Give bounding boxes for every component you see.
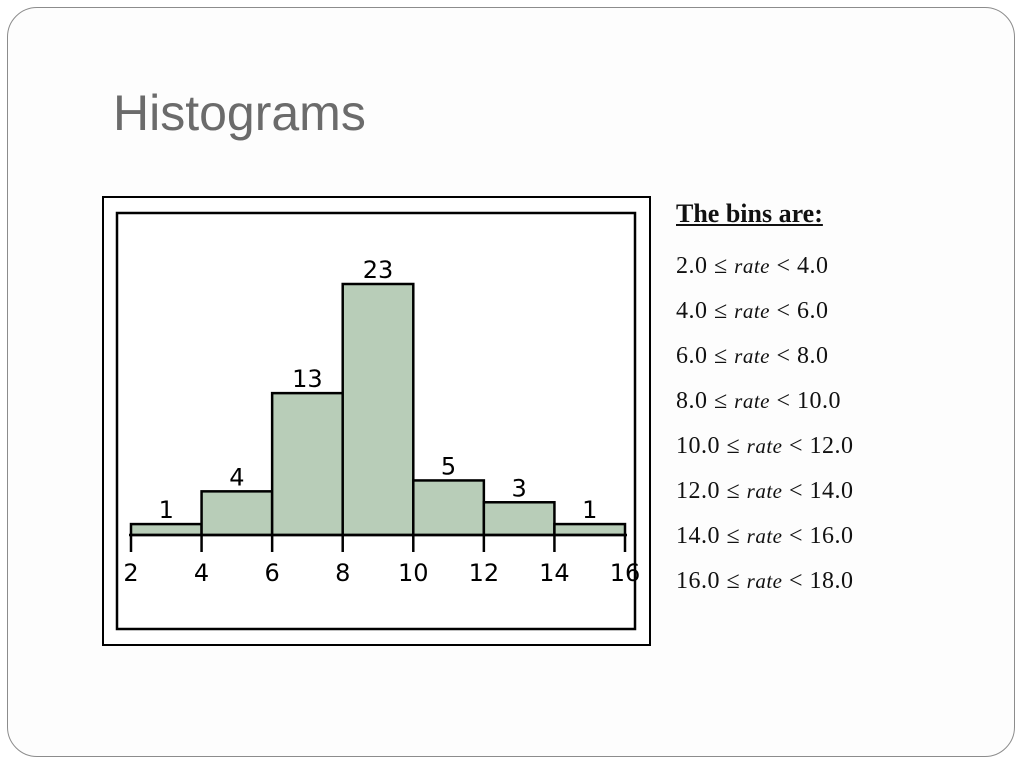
histogram-bar [200, 490, 274, 537]
leq-symbol: ≤ [720, 433, 747, 459]
histogram-chart: 1 4 13 23 5 3 1 2 4 6 8 10 12 14 16 [102, 196, 651, 646]
lt-symbol: < [782, 433, 810, 459]
bin-row: 4.0 ≤ rate < 6.0 [676, 289, 854, 334]
x-tick-label: 4 [194, 559, 209, 587]
leq-symbol: ≤ [720, 523, 747, 549]
bin-row: 16.0 ≤ rate < 18.0 [676, 559, 854, 604]
leq-symbol: ≤ [707, 298, 735, 324]
x-tick-label: 2 [123, 559, 138, 587]
bar-data-label: 5 [441, 452, 456, 480]
bars-layer [129, 282, 627, 537]
bin-low: 6.0 [676, 343, 708, 369]
bin-low: 2.0 [676, 253, 708, 279]
leq-symbol: ≤ [707, 253, 735, 279]
bin-row: 8.0 ≤ rate < 10.0 [676, 379, 854, 424]
bin-list: 2.0 ≤ rate < 4.0 4.0 ≤ rate < 6.0 6.0 ≤ ra… [676, 244, 854, 604]
bar-data-label: 13 [292, 365, 323, 393]
leq-symbol: ≤ [707, 388, 735, 414]
bin-variable: rate [734, 299, 770, 323]
histogram-bar [553, 522, 627, 537]
x-tick-label: 16 [610, 559, 641, 587]
lt-symbol: < [770, 298, 798, 324]
x-tick-label: 10 [398, 559, 429, 587]
x-tick-label: 6 [265, 559, 280, 587]
bin-variable: rate [734, 344, 770, 368]
histogram-bar [482, 501, 556, 537]
plot-frame [115, 211, 637, 631]
bin-high: 4.0 [797, 253, 829, 279]
bins-heading: The bins are: [676, 199, 823, 228]
bin-low: 12.0 [676, 478, 720, 504]
bin-variable: rate [746, 569, 783, 593]
bin-low: 10.0 [676, 433, 720, 459]
bin-variable: rate [734, 389, 770, 413]
bin-low: 16.0 [676, 568, 720, 594]
bin-variable: rate [734, 254, 770, 278]
bar-data-label: 3 [512, 474, 527, 502]
slide-title: Histograms [113, 85, 366, 141]
histogram-bar [341, 282, 415, 537]
data-labels-layer: 1 4 13 23 5 3 1 [159, 256, 598, 524]
bin-low: 4.0 [676, 298, 708, 324]
bar-data-label: 23 [363, 256, 394, 284]
leq-symbol: ≤ [707, 343, 735, 369]
lt-symbol: < [770, 343, 798, 369]
lt-symbol: < [782, 568, 810, 594]
bin-variable: rate [746, 479, 783, 503]
bar-data-label: 4 [229, 463, 244, 491]
bins-panel: The bins are: 2.0 ≤ rate < 4.0 4.0 ≤ rate… [676, 199, 854, 604]
leq-symbol: ≤ [720, 478, 747, 504]
bin-row: 6.0 ≤ rate < 8.0 [676, 334, 854, 379]
bin-variable: rate [746, 434, 783, 458]
bin-high: 10.0 [797, 388, 842, 414]
x-tick-label: 8 [335, 559, 350, 587]
bin-high: 6.0 [797, 298, 829, 324]
lt-symbol: < [770, 388, 798, 414]
bin-row: 12.0 ≤ rate < 14.0 [676, 469, 854, 514]
bin-high: 16.0 [809, 523, 854, 549]
bar-data-label: 1 [582, 496, 597, 524]
bin-row: 14.0 ≤ rate < 16.0 [676, 514, 854, 559]
histogram-bar [270, 391, 344, 537]
histogram-bar [412, 479, 486, 537]
bin-variable: rate [746, 524, 783, 548]
lt-symbol: < [782, 478, 810, 504]
lt-symbol: < [770, 253, 798, 279]
x-axis: 2 4 6 8 10 12 14 16 [123, 533, 641, 587]
bin-low: 14.0 [676, 523, 720, 549]
leq-symbol: ≤ [720, 568, 747, 594]
x-tick-label: 12 [469, 559, 500, 587]
bin-row: 10.0 ≤ rate < 12.0 [676, 424, 854, 469]
bin-high: 8.0 [797, 343, 829, 369]
bin-high: 14.0 [809, 478, 854, 504]
bin-high: 12.0 [809, 433, 854, 459]
bin-high: 18.0 [809, 568, 854, 594]
bin-row: 2.0 ≤ rate < 4.0 [676, 244, 854, 289]
histogram-bar [129, 522, 203, 537]
x-tick-label: 14 [539, 559, 570, 587]
bar-data-label: 1 [159, 496, 174, 524]
bin-low: 8.0 [676, 388, 708, 414]
lt-symbol: < [782, 523, 810, 549]
